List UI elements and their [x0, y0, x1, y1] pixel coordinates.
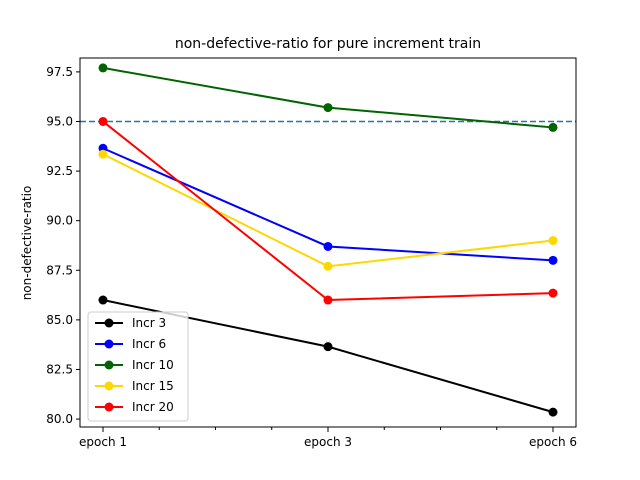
legend-label: Incr 3: [132, 316, 166, 330]
y-tick-label: 90.0: [46, 214, 73, 228]
legend-marker-incr-3: [104, 318, 114, 328]
y-tick-label: 97.5: [46, 65, 73, 79]
data-point-incr-10: [548, 122, 558, 132]
chart-title: non-defective-ratio for pure increment t…: [175, 36, 481, 52]
data-point-incr-20: [323, 295, 333, 305]
y-tick-label: 85.0: [46, 313, 73, 327]
x-tick-label: epoch 3: [304, 435, 352, 449]
data-point-incr-6: [548, 255, 558, 265]
legend-marker-incr-6: [104, 339, 114, 349]
legend-marker-incr-10: [104, 360, 114, 370]
legend-label: Incr 10: [132, 358, 174, 372]
legend-marker-incr-20: [104, 402, 114, 412]
legend-marker-incr-15: [104, 381, 114, 391]
legend-label: Incr 15: [132, 379, 174, 393]
data-point-incr-20: [98, 116, 108, 126]
data-point-incr-15: [98, 149, 108, 159]
data-point-incr-10: [323, 103, 333, 113]
plot-frame: [79, 57, 577, 428]
plot-area: 80.0 82.5 85.0 87.5 90.0 92.5 95.0 97.5 epoch 1 e…: [46, 63, 577, 449]
data-point-incr-15: [323, 261, 333, 271]
x-tick-label: epoch 1: [79, 435, 127, 449]
y-tick-label: 80.0: [46, 412, 73, 426]
data-point-incr-6: [323, 241, 333, 251]
legend-box: [87, 311, 189, 422]
data-point-incr-20: [548, 288, 558, 298]
y-tick-label: 82.5: [46, 362, 73, 376]
y-tick-label: 95.0: [46, 114, 73, 128]
data-point-incr-10: [98, 63, 108, 73]
data-point-incr-15: [548, 236, 558, 246]
legend-label: Incr 20: [132, 400, 174, 414]
data-point-incr-3: [548, 407, 558, 417]
data-point-incr-3: [98, 295, 108, 305]
y-tick-label: 92.5: [46, 164, 73, 178]
x-tick-label: epoch 6: [529, 435, 577, 449]
legend-label: Incr 6: [132, 337, 166, 351]
y-tick-label: 87.5: [46, 263, 73, 277]
data-point-incr-3: [323, 342, 333, 352]
y-axis-label: non-defective-ratio: [20, 186, 34, 301]
